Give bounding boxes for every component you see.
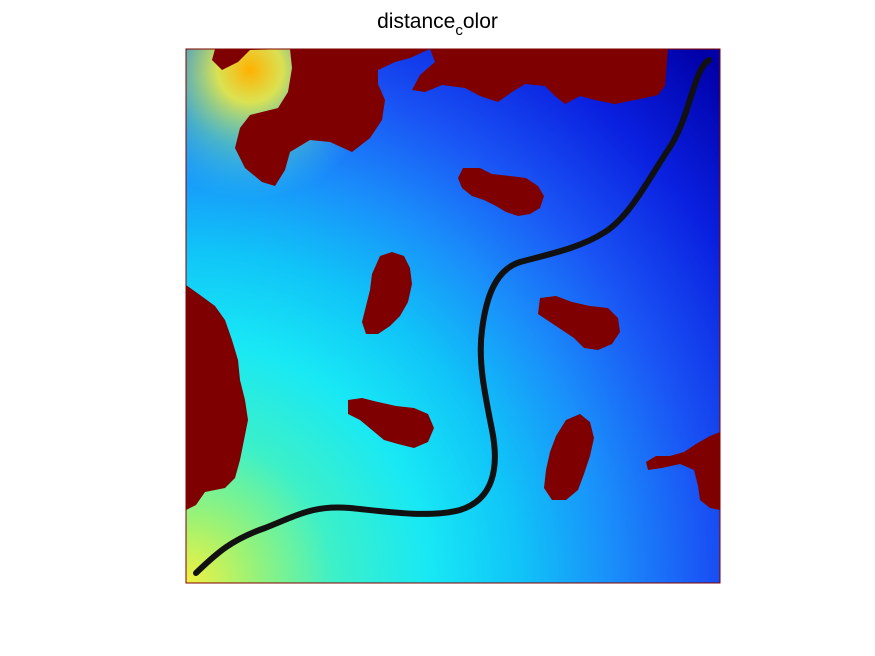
- obstacle-island-5: [544, 414, 594, 500]
- plot-frame: [185, 48, 721, 584]
- heatmap-area: [186, 49, 720, 583]
- obstacle-right: [646, 432, 720, 510]
- title-rest: olor: [462, 10, 498, 33]
- obstacle-island-3: [538, 296, 620, 350]
- obstacle-left: [186, 285, 248, 510]
- title-subscript: c: [455, 22, 463, 39]
- chart-title: distancecolor: [0, 10, 875, 39]
- obstacle-island-1: [458, 168, 544, 216]
- obstacle-island-4: [348, 398, 434, 448]
- planned-path: [193, 57, 712, 576]
- title-main: distance: [377, 10, 456, 33]
- obstacle-top-left: [186, 49, 668, 186]
- obstacle-island-2: [362, 252, 412, 334]
